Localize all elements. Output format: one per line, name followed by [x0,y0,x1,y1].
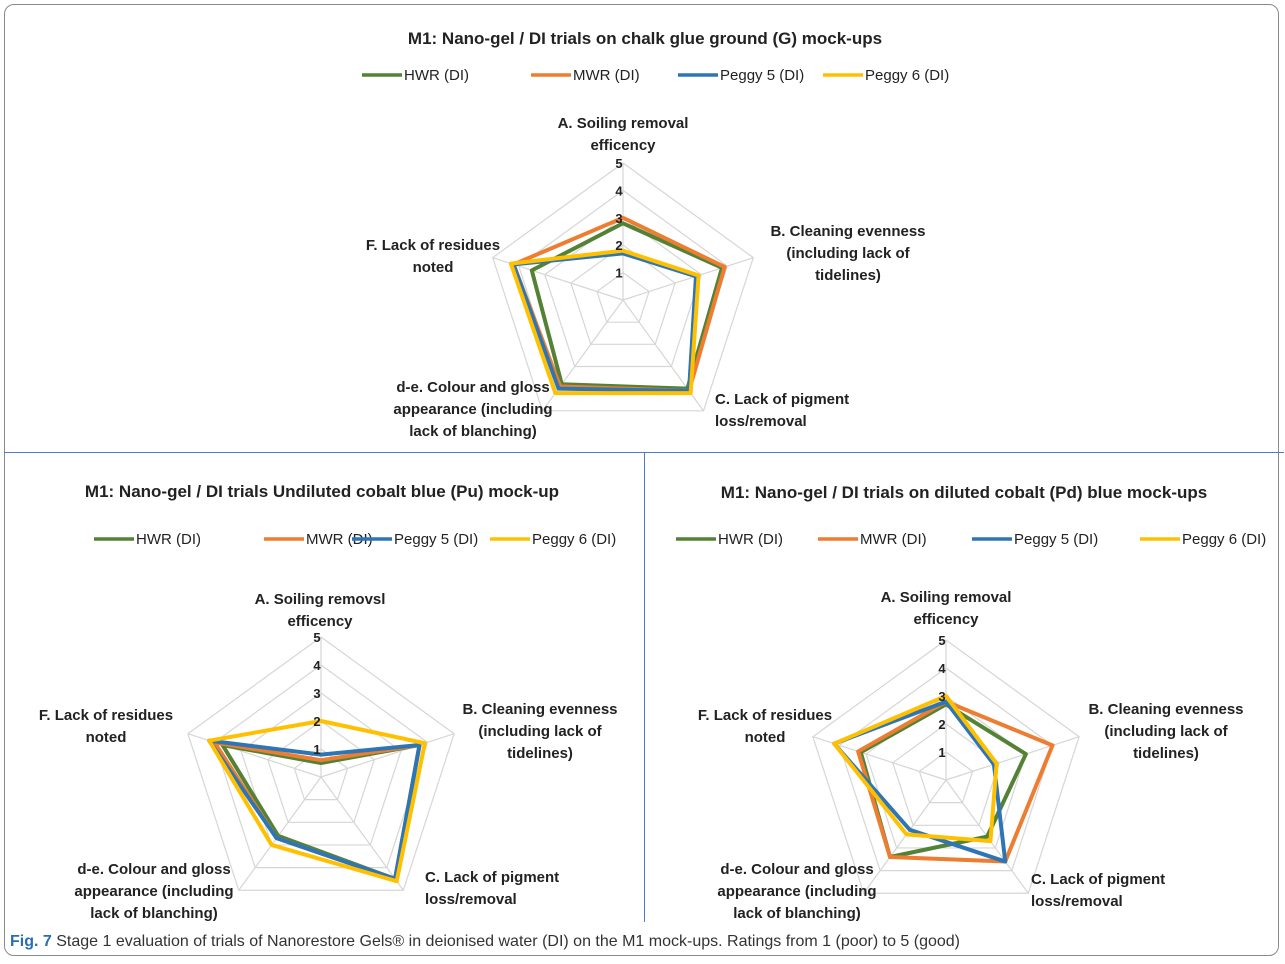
tick-label: 4 [938,661,946,676]
chart-title: M1: Nano-gel / DI trials on chalk glue g… [408,29,882,48]
chart-title: M1: Nano-gel / DI trials Undiluted cobal… [85,482,559,501]
legend-label: Peggy 6 (DI) [532,531,616,548]
axis-label: d-e. Colour and gloss appearance (includi… [393,379,552,440]
series-line [832,694,999,844]
tick-label: 5 [615,156,622,171]
axis-spoke [945,736,1080,781]
tick-label: 3 [313,686,320,701]
axis-label: C. Lack of pigment loss/removal [1031,871,1165,910]
legend-label: HWR (DI) [404,67,469,84]
tick-label: 1 [313,742,320,757]
grid-ring [213,664,429,869]
series-line [508,248,701,396]
grid-ring [544,217,702,368]
legend-label: MWR (DI) [573,67,640,84]
legend-entry: MWR (DI) [531,67,640,84]
tick-label: 2 [313,714,320,729]
radar-chart-diluted-cobalt-blue: M1: Nano-gel / DI trials on diluted coba… [676,483,1266,922]
series-line [207,738,422,881]
tick-label: 2 [615,238,622,253]
axis-spoke [622,257,754,301]
legend-label: Peggy 6 (DI) [865,67,949,84]
legend-label: Peggy 6 (DI) [1182,531,1266,548]
tick-label: 5 [938,633,945,648]
figure-caption-text: Stage 1 evaluation of trials of Nanorest… [56,933,961,950]
axis-spoke [238,776,322,891]
axis-label: A. Soiling removal efficency [881,589,1012,628]
tick-label: 2 [938,717,945,732]
legend-label: HWR (DI) [718,531,783,548]
legend-entry: Peggy 5 (DI) [352,531,478,548]
tick-label: 1 [938,745,945,760]
radar-chart-undiluted-cobalt-blue: M1: Nano-gel / DI trials Undiluted cobal… [39,482,618,922]
series-line [858,702,1028,860]
figure-frame [4,4,1279,956]
legend-entry: Peggy 6 (DI) [823,67,949,84]
radar-chart-chalk-glue-ground: M1: Nano-gel / DI trials on chalk glue g… [362,29,949,440]
legend-entry: Peggy 5 (DI) [972,531,1098,548]
legend-label: HWR (DI) [136,531,201,548]
series-line [511,251,698,393]
figure-label: Fig. 7 [10,933,52,950]
tick-label: 5 [313,630,320,645]
series-line [207,719,427,884]
legend-entry: MWR (DI) [264,531,373,548]
tick-label: 3 [615,211,622,226]
axis-label: F. Lack of residues noted [39,707,173,746]
panel-divider-vertical [644,452,645,922]
grid-ring [187,636,455,891]
chart-title: M1: Nano-gel / DI trials on diluted coba… [721,483,1207,502]
axis-label: d-e. Colour and gloss appearance (includi… [74,861,233,922]
grid-ring [293,748,349,801]
axis-label: C. Lack of pigment loss/removal [715,391,849,430]
tick-label: 1 [615,266,622,281]
grid-ring [918,751,974,804]
grid-ring [812,639,1080,894]
legend-entry: MWR (DI) [818,531,927,548]
legend-label: Peggy 5 (DI) [720,67,804,84]
legend-entry: Peggy 5 (DI) [678,67,804,84]
grid-ring [491,162,755,412]
axis-label: A. Soiling removsl efficency [255,591,386,630]
grid-ring [570,244,676,345]
axis-label: C. Lack of pigment loss/removal [425,869,559,908]
legend-label: Peggy 5 (DI) [1014,531,1098,548]
series-line [856,699,1055,864]
tick-label: 3 [938,689,945,704]
tick-label: 4 [615,183,623,198]
axis-spoke [863,779,947,894]
grid-ring [240,692,402,846]
legend-label: MWR (DI) [860,531,927,548]
legend-entry: HWR (DI) [94,531,201,548]
axis-label: F. Lack of residues noted [698,707,832,746]
figure-caption: Fig. 7 Stage 1 evaluation of trials of N… [10,933,1275,957]
axis-label: d-e. Colour and gloss appearance (includi… [717,861,876,922]
legend-entry: Peggy 6 (DI) [1140,531,1266,548]
axis-label: B. Cleaning evenness (including lack of ti… [1088,701,1243,762]
axis-label: B. Cleaning evenness (including lack of ti… [770,223,925,284]
legend-label: Peggy 5 (DI) [394,531,478,548]
axis-spoke [320,733,455,778]
legend-entry: Peggy 6 (DI) [490,531,616,548]
axis-label: F. Lack of residues noted [366,237,500,276]
axis-spoke [320,776,404,891]
grid-ring [596,271,650,323]
tick-label: 4 [313,658,321,673]
legend-entry: HWR (DI) [362,67,469,84]
axis-label: B. Cleaning evenness (including lack of ti… [462,701,617,762]
legend-label: MWR (DI) [306,531,373,548]
legend-entry: HWR (DI) [676,531,783,548]
axis-label: A. Soiling removal efficency [558,115,689,154]
